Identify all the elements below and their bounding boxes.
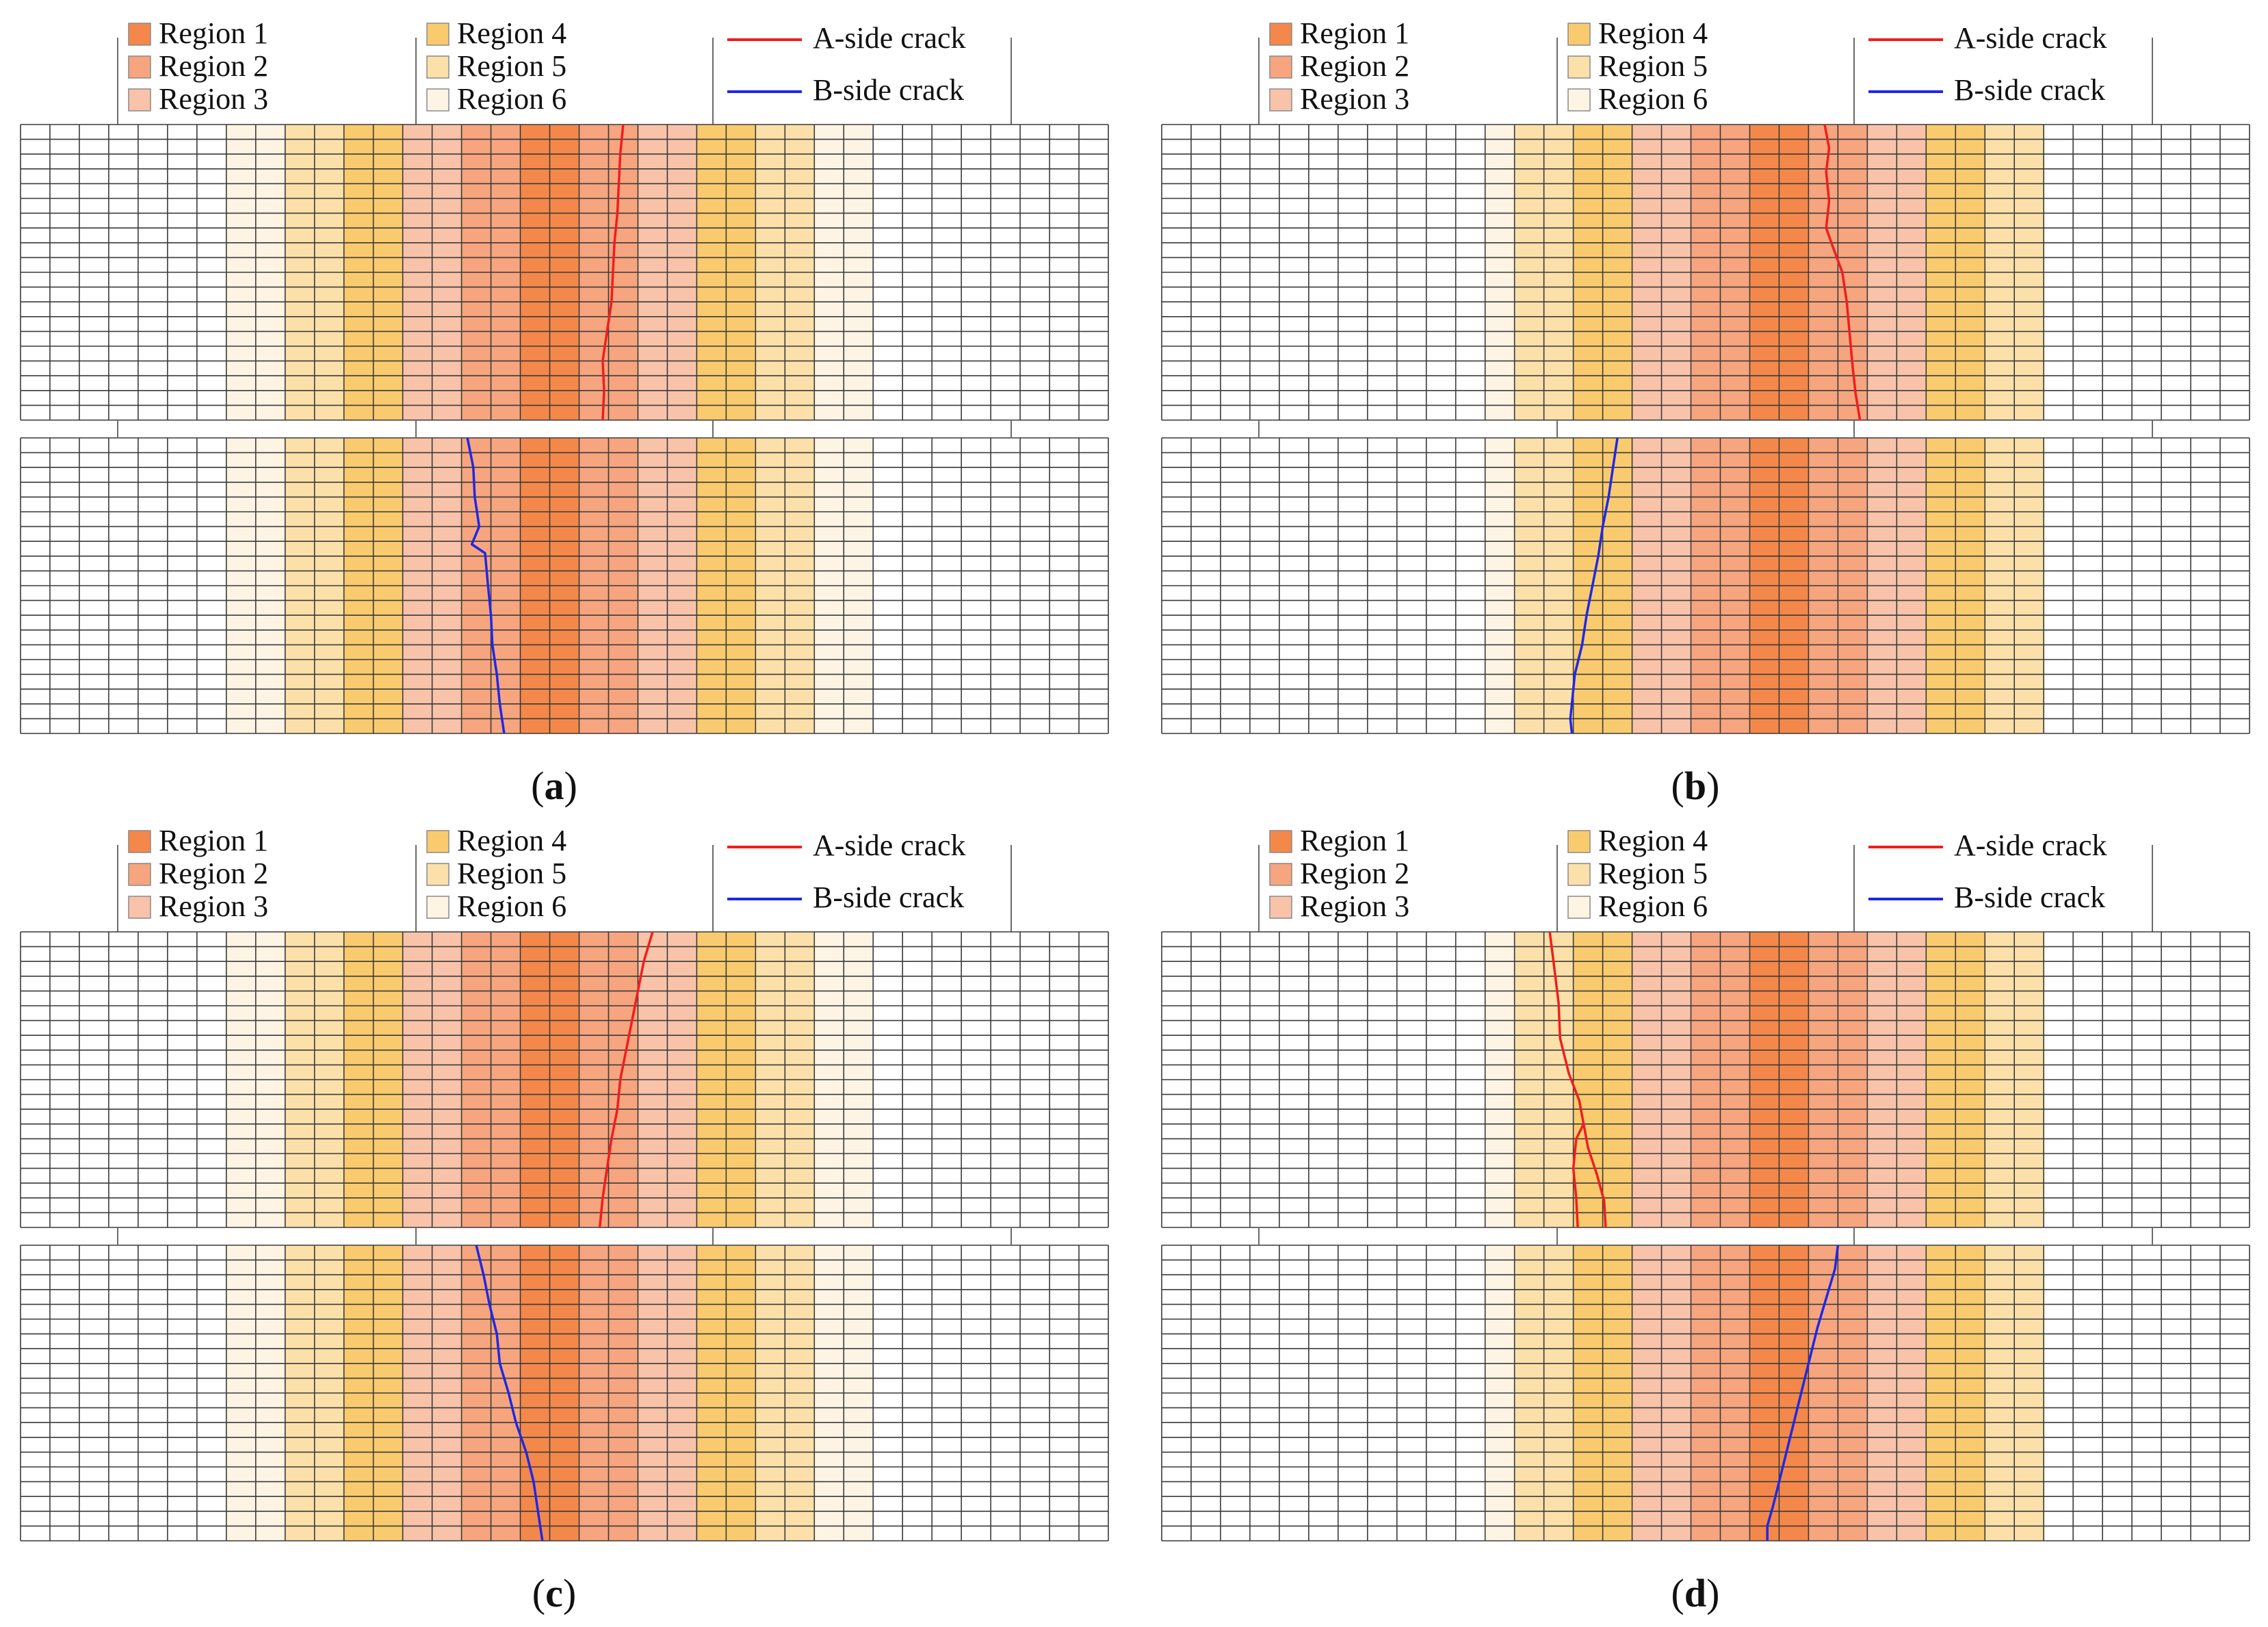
legend-swatch-region-5 <box>426 863 449 886</box>
legend-label-region-6: Region 6 <box>457 82 566 116</box>
legend-label-region-6: Region 6 <box>1598 889 1708 923</box>
legend-label-region-1: Region 1 <box>1300 824 1409 857</box>
panel-label: (b) <box>1671 764 1720 808</box>
legend-swatch-region-4 <box>426 23 449 46</box>
legend-swatch-region-1 <box>128 830 151 853</box>
legend-swatch-region-2 <box>1269 55 1292 79</box>
mesh-grid-b-side <box>20 1245 1109 1541</box>
legend-swatch-region-1 <box>1269 23 1292 46</box>
a-side-crack-path <box>598 931 654 1228</box>
mesh-grid-a-side <box>20 124 1109 421</box>
legend-swatch-region-5 <box>1567 55 1591 79</box>
legend-label-region-2: Region 2 <box>1300 49 1409 83</box>
legend-label-region-4: Region 4 <box>457 16 566 50</box>
mesh-grid-b-side <box>20 437 1109 734</box>
legend-swatch-region-6 <box>1567 896 1591 919</box>
legend-swatch-region-4 <box>1567 830 1591 853</box>
a-side-crack-branch-path <box>1582 1123 1607 1228</box>
panel-label: (c) <box>532 1571 576 1615</box>
b-side-crack-path <box>475 1245 544 1541</box>
mesh-grid-b-side <box>1161 437 2250 734</box>
legend-label-a-side-crack: A-side crack <box>1954 21 2107 55</box>
legend-label-b-side-crack: B-side crack <box>1954 881 2105 914</box>
legend-label-region-5: Region 5 <box>457 857 566 890</box>
legend-label-region-2: Region 2 <box>1300 857 1409 890</box>
legend-swatch-region-3 <box>1269 896 1292 919</box>
panel-label: (a) <box>531 764 577 808</box>
legend-label-region-3: Region 3 <box>159 82 268 116</box>
a-side-crack-path <box>1548 931 1585 1228</box>
legend-label-b-side-crack: B-side crack <box>1954 73 2105 107</box>
a-side-crack-path <box>1823 124 1862 421</box>
mesh-grid-b-side <box>1161 1245 2250 1541</box>
legend-swatch-region-2 <box>128 55 151 79</box>
legend-swatch-region-4 <box>1567 23 1591 46</box>
legend-label-region-6: Region 6 <box>457 889 566 923</box>
legend-swatch-region-4 <box>426 830 449 853</box>
legend-label-region-4: Region 4 <box>1598 16 1708 50</box>
b-side-crack-path <box>1569 437 1619 734</box>
legend-label-a-side-crack: A-side crack <box>813 21 966 55</box>
a-side-crack-path <box>601 124 625 421</box>
legend-label-region-2: Region 2 <box>159 49 268 83</box>
legend-swatch-region-5 <box>1567 863 1591 886</box>
panel-label: (d) <box>1671 1571 1720 1615</box>
legend-label-region-6: Region 6 <box>1598 82 1708 116</box>
legend-swatch-region-3 <box>1269 88 1292 112</box>
legend-label-region-5: Region 5 <box>457 49 566 83</box>
legend-swatch-region-3 <box>128 88 151 112</box>
mesh-grid-a-side <box>1161 124 2250 421</box>
legend-swatch-region-6 <box>426 896 449 919</box>
legend-label-region-4: Region 4 <box>1598 824 1708 857</box>
legend-label-region-5: Region 5 <box>1598 49 1708 83</box>
legend-swatch-region-1 <box>1269 830 1292 853</box>
legend-label-b-side-crack: B-side crack <box>813 881 964 914</box>
legend-label-region-3: Region 3 <box>159 889 268 923</box>
legend-swatch-region-6 <box>1567 88 1591 112</box>
legend-label-a-side-crack: A-side crack <box>1954 829 2107 862</box>
legend-swatch-region-1 <box>128 23 151 46</box>
b-side-crack-path <box>466 437 506 734</box>
legend-label-region-3: Region 3 <box>1300 82 1409 116</box>
legend-label-region-1: Region 1 <box>1300 16 1409 50</box>
legend-label-region-1: Region 1 <box>159 824 268 857</box>
legend-label-b-side-crack: B-side crack <box>813 73 964 107</box>
mesh-grid-a-side <box>20 931 1109 1228</box>
legend-label-a-side-crack: A-side crack <box>813 829 966 862</box>
legend-label-region-5: Region 5 <box>1598 857 1708 890</box>
legend-swatch-region-2 <box>1269 863 1292 886</box>
mesh-grid-a-side <box>1161 931 2250 1228</box>
b-side-crack-path <box>1766 1245 1840 1541</box>
legend-swatch-region-3 <box>128 896 151 919</box>
legend-label-region-3: Region 3 <box>1300 889 1409 923</box>
legend-swatch-region-2 <box>128 863 151 886</box>
legend-label-region-1: Region 1 <box>159 16 268 50</box>
legend-swatch-region-5 <box>426 55 449 79</box>
legend-label-region-2: Region 2 <box>159 857 268 890</box>
legend-label-region-4: Region 4 <box>457 824 566 857</box>
legend-swatch-region-6 <box>426 88 449 112</box>
